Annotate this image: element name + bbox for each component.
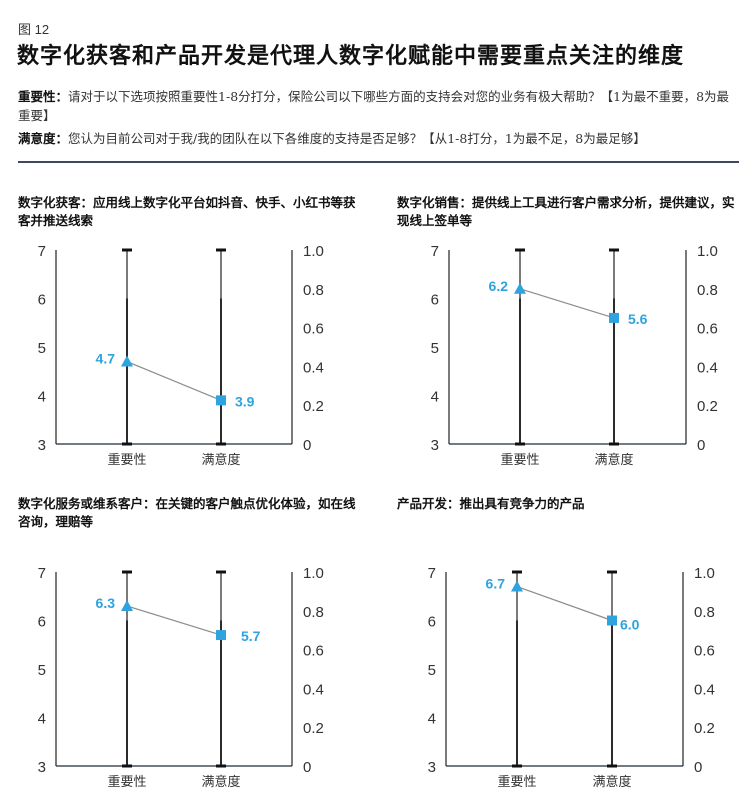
definition-key: 满意度： — [18, 131, 69, 146]
left-axis-tick-label: 6 — [38, 614, 46, 631]
x-axis-category-label: 满意度 — [201, 774, 240, 789]
left-axis-tick-label: 7 — [38, 565, 46, 582]
triangle-marker-icon — [511, 580, 523, 592]
right-axis-tick-label: 0 — [303, 437, 311, 454]
right-axis-tick-label: 0.8 — [697, 282, 718, 299]
connector-line — [519, 288, 615, 319]
panel-title-digital-acquisition: 数字化获客：应用线上数字化平台如抖音、快手、小红书等获客并推送线索 — [18, 195, 356, 228]
right-axis-tick-label: 0.2 — [697, 398, 718, 415]
header-divider — [18, 161, 739, 163]
left-axis-tick-label: 4 — [38, 711, 46, 728]
square-marker-icon — [607, 615, 617, 626]
right-axis-tick-label: 0.4 — [303, 359, 324, 376]
left-axis-tick-label: 5 — [38, 340, 46, 357]
right-axis-tick-label: 0.6 — [697, 321, 718, 338]
triangle-marker-icon — [121, 599, 133, 611]
x-axis-category-label: 重要性 — [500, 452, 539, 467]
data-label-importance: 6.3 — [96, 595, 116, 611]
right-axis-tick-label: 0 — [694, 759, 702, 776]
left-axis-tick-label: 3 — [431, 437, 439, 454]
x-axis-category-label: 重要性 — [107, 452, 146, 467]
right-axis-tick-label: 0.6 — [694, 643, 715, 660]
right-axis-tick-label: 1.0 — [697, 243, 718, 260]
left-axis-tick-label: 3 — [428, 759, 436, 776]
right-axis-tick-label: 0.4 — [303, 681, 324, 698]
right-axis-tick-label: 1.0 — [303, 243, 324, 260]
square-marker-icon — [609, 312, 619, 323]
right-axis-tick-label: 0.4 — [697, 359, 718, 376]
right-axis-tick-label: 0 — [697, 437, 705, 454]
data-label-satisfaction: 6.0 — [620, 617, 640, 633]
figure-label: 图 12 — [18, 22, 50, 37]
x-axis-category-label: 重要性 — [107, 774, 146, 789]
right-axis-tick-label: 0.8 — [303, 282, 324, 299]
connector-line — [516, 585, 613, 622]
right-axis-tick-label: 0.2 — [303, 720, 324, 737]
right-axis-tick-label: 0.6 — [303, 643, 324, 660]
left-axis-tick-label: 5 — [38, 662, 46, 679]
left-axis-tick-label: 5 — [431, 340, 439, 357]
data-label-importance: 4.7 — [96, 351, 116, 367]
page-title: 数字化获客和产品开发是代理人数字化赋能中需要重点关注的维度 — [17, 43, 685, 69]
right-axis-tick-label: 0.2 — [303, 398, 324, 415]
data-label-satisfaction: 5.6 — [628, 311, 648, 327]
right-axis-tick-label: 0.6 — [303, 321, 324, 338]
left-axis-tick-label: 7 — [431, 243, 439, 260]
connector-line — [126, 360, 222, 401]
x-axis-category-label: 重要性 — [497, 774, 536, 789]
right-axis-tick-label: 0.4 — [694, 681, 715, 698]
left-axis-tick-label: 4 — [428, 711, 436, 728]
square-marker-icon — [216, 395, 226, 406]
triangle-marker-icon — [121, 355, 133, 367]
left-axis-tick-label: 7 — [428, 565, 436, 582]
x-axis-category-label: 满意度 — [594, 452, 633, 467]
panel-title-digital-sales: 数字化销售：提供线上工具进行客户需求分析，提供建议，实现线上签单等 — [397, 195, 735, 228]
left-axis-tick-label: 6 — [38, 292, 46, 309]
left-axis-tick-label: 3 — [38, 759, 46, 776]
right-axis-tick-label: 0.8 — [303, 604, 324, 621]
data-label-importance: 6.2 — [489, 278, 509, 294]
right-axis-tick-label: 0 — [303, 759, 311, 776]
definition-text: 您认为目前公司对于我/我的团队在以下各维度的支持是否足够？【从1-8打分，1为最… — [68, 131, 646, 146]
left-axis-tick-label: 4 — [38, 389, 46, 406]
definition-importance: 重要性：请对于以下选项按照重要性1-8分打分，保险公司以下哪些方面的支持会对您的… — [18, 87, 740, 125]
left-axis-tick-label: 6 — [431, 292, 439, 309]
right-axis-tick-label: 0.2 — [694, 720, 715, 737]
definition-satisfaction: 满意度：您认为目前公司对于我/我的团队在以下各维度的支持是否足够？【从1-8打分… — [18, 129, 740, 148]
definition-key: 重要性： — [18, 89, 69, 104]
definition-text: 请对于以下选项按照重要性1-8分打分，保险公司以下哪些方面的支持会对您的业务有极… — [18, 89, 730, 123]
data-label-satisfaction: 3.9 — [235, 393, 255, 409]
connector-line — [126, 605, 222, 636]
right-axis-tick-label: 1.0 — [303, 565, 324, 582]
left-axis-tick-label: 4 — [431, 389, 439, 406]
left-axis-tick-label: 7 — [38, 243, 46, 260]
right-axis-tick-label: 0.8 — [694, 604, 715, 621]
x-axis-category-label: 满意度 — [592, 774, 631, 789]
x-axis-category-label: 满意度 — [201, 452, 240, 467]
left-axis-tick-label: 5 — [428, 662, 436, 679]
data-label-satisfaction: 5.7 — [241, 628, 261, 644]
triangle-marker-icon — [514, 282, 526, 294]
data-label-importance: 6.7 — [486, 576, 506, 592]
panel-title-product-development: 产品开发：推出具有竞争力的产品 — [397, 496, 585, 511]
left-axis-tick-label: 3 — [38, 437, 46, 454]
square-marker-icon — [216, 630, 226, 641]
left-axis-tick-label: 6 — [428, 614, 436, 631]
panel-title-digital-service: 数字化服务或维系客户：在关键的客户触点优化体验，如在线咨询，理赔等 — [18, 496, 356, 529]
right-axis-tick-label: 1.0 — [694, 565, 715, 582]
